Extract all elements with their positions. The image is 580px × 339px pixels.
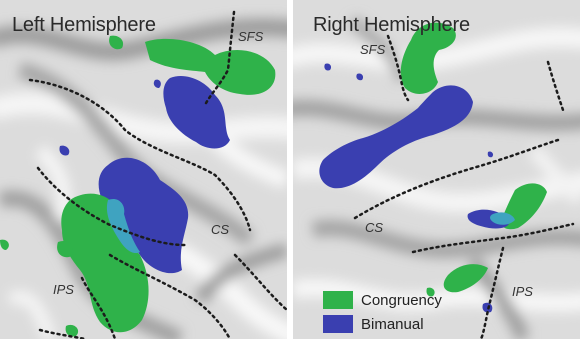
overlap-region [106, 198, 140, 254]
right-sfs-label: SFS [360, 42, 386, 57]
legend-label-congruency: Congruency [361, 291, 442, 309]
congruency-blob [109, 35, 124, 50]
legend-item-congruency: Congruency [323, 288, 442, 312]
legend-label-bimanual: Bimanual [361, 315, 424, 333]
right-hemisphere-panel: Right Hemisphere SFS CS IPS Congruency B… [293, 0, 580, 339]
congruency-blob [443, 264, 488, 293]
sulcus-lines [28, 10, 287, 339]
right-cs-label: CS [365, 220, 384, 235]
overlap-region [490, 212, 515, 225]
congruency-blob [426, 287, 435, 297]
congruency-blob [400, 22, 456, 94]
bimanual-blob [153, 79, 161, 88]
right-ips-label: IPS [512, 284, 533, 299]
legend: Congruency Bimanual [323, 288, 442, 336]
legend-swatch-congruency [323, 291, 353, 309]
congruency-blob [65, 324, 79, 337]
bimanual-blob [319, 85, 473, 189]
left-ips-label: IPS [53, 282, 74, 297]
right-hemisphere-title: Right Hemisphere [313, 14, 470, 36]
congruency-blob [57, 240, 74, 258]
sulcus-lines [353, 34, 575, 339]
legend-item-bimanual: Bimanual [323, 312, 442, 336]
activation-overlay [319, 22, 547, 313]
left-cs-label: CS [211, 222, 230, 237]
bimanual-blob [487, 151, 494, 158]
activation-overlay [0, 35, 276, 337]
bimanual-blob [59, 145, 70, 156]
congruency-blob [61, 193, 149, 333]
legend-swatch-bimanual [323, 315, 353, 333]
bimanual-blob [324, 63, 332, 71]
left-cortex-map [0, 0, 287, 339]
left-sfs-label: SFS [238, 29, 264, 44]
congruency-blob [0, 239, 9, 250]
left-hemisphere-title: Left Hemisphere [12, 14, 156, 36]
bimanual-blob [356, 73, 364, 81]
right-cortex-map [293, 0, 580, 339]
left-hemisphere-panel: Left Hemisphere SFS CS IPS [0, 0, 287, 339]
congruency-blob [145, 38, 276, 95]
